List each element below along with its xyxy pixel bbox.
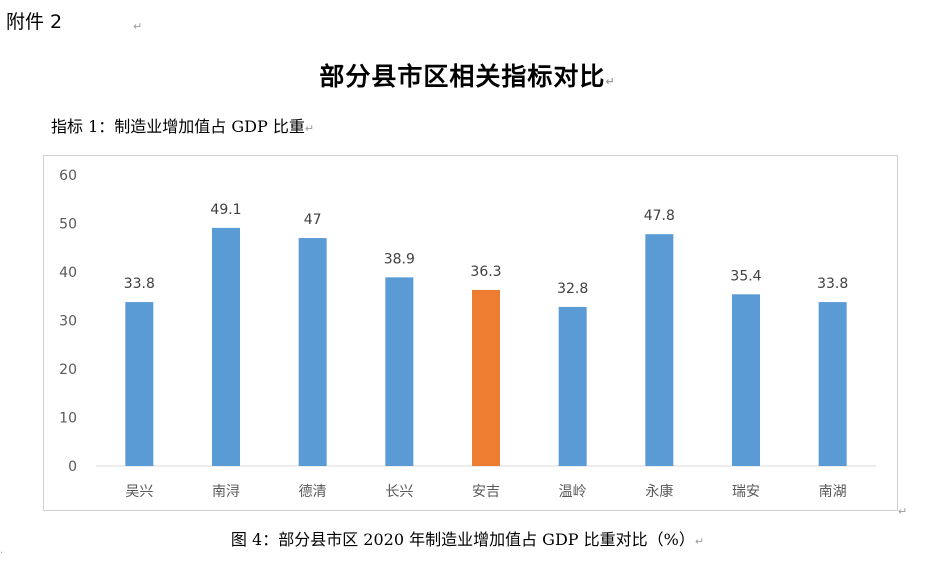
data-label: 32.8 xyxy=(557,281,588,297)
x-tick-label: 南湖 xyxy=(819,484,847,500)
data-label: 33.8 xyxy=(124,276,155,292)
data-label: 36.3 xyxy=(470,264,501,280)
x-tick-label: 瑞安 xyxy=(732,484,760,500)
x-tick-label: 德清 xyxy=(299,484,327,500)
paragraph-mark: ↵ xyxy=(133,20,143,33)
y-tick-label: 10 xyxy=(59,411,77,427)
data-label: 47.8 xyxy=(644,208,675,224)
bar xyxy=(125,302,154,466)
y-tick-label: 0 xyxy=(68,459,77,475)
y-tick-label: 40 xyxy=(59,265,77,281)
data-label: 49.1 xyxy=(210,202,241,218)
data-label: 38.9 xyxy=(384,251,415,267)
page-title: 部分县市区相关指标对比↵ xyxy=(0,60,935,99)
y-tick-label: 50 xyxy=(59,217,77,233)
x-tick-label: 长兴 xyxy=(385,484,413,500)
bar-chart-svg: 0 10 20 30 40 50 60 33.8 吴兴 49.1 南浔 47 德清 38.9 长兴 36.3 安… xyxy=(59,168,876,500)
y-tick-label: 30 xyxy=(59,314,77,330)
x-tick-label: 南浔 xyxy=(212,484,240,500)
margin-mark: · xyxy=(0,548,4,559)
bar xyxy=(732,294,760,466)
bar xyxy=(818,302,847,466)
x-tick-label: 温岭 xyxy=(559,484,587,500)
data-label: 35.4 xyxy=(730,268,761,284)
bar-chart: 0 10 20 30 40 50 60 33.8 吴兴 49.1 南浔 47 德清 38.9 长兴 36.3 安… xyxy=(43,155,898,511)
indicator-heading: 指标 1：制造业增加值占 GDP 比重↵ xyxy=(51,115,314,141)
x-tick-label: 安吉 xyxy=(472,484,500,500)
attachment-label: 附件 2 xyxy=(6,11,63,33)
caption-text: 图 4：部分县市区 2020 年制造业增加值占 GDP 比重对比（%） xyxy=(230,530,695,549)
bar xyxy=(385,277,414,466)
bar xyxy=(298,238,327,466)
bar xyxy=(558,306,587,466)
bar xyxy=(212,227,240,466)
figure-caption: 图 4：部分县市区 2020 年制造业增加值占 GDP 比重对比（%）↵ xyxy=(0,528,935,554)
x-tick-label: 吴兴 xyxy=(125,484,153,500)
indicator-text: 指标 1：制造业增加值占 GDP 比重 xyxy=(51,117,305,136)
page-title-text: 部分县市区相关指标对比 xyxy=(319,62,606,91)
bar xyxy=(472,289,500,466)
data-label: 47 xyxy=(304,212,322,228)
y-tick-label: 20 xyxy=(59,362,77,378)
data-label: 33.8 xyxy=(817,276,848,292)
x-tick-label: 永康 xyxy=(645,483,673,500)
paragraph-mark: ↵ xyxy=(898,505,908,518)
y-tick-label: 60 xyxy=(59,168,77,184)
bar xyxy=(645,234,674,466)
paragraph-mark: ↵ xyxy=(304,122,315,135)
paragraph-mark: ↵ xyxy=(605,75,616,88)
paragraph-mark: ↵ xyxy=(694,535,705,548)
